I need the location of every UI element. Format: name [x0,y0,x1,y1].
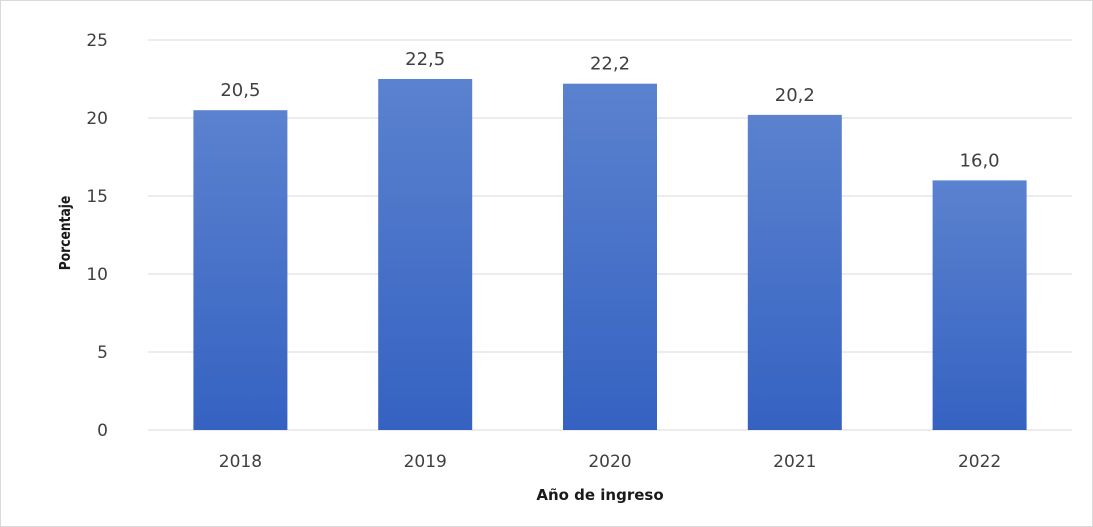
data-label-2019: 22,5 [405,49,445,70]
data-label-2021: 20,2 [775,85,815,106]
bar-2022 [932,180,1027,430]
data-label-2022: 16,0 [960,150,1000,171]
y-tick-label: 10 [86,265,108,285]
x-axis-title: Año de ingreso [536,486,663,504]
data-label-2018: 20,5 [220,80,260,101]
x-tick-label-2021: 2021 [773,452,816,472]
bar-2020 [563,83,657,431]
data-labels: 20,5 22,5 22,2 20,2 16,0 [220,49,999,171]
x-tick-label-2019: 2019 [404,452,447,472]
bar-2021 [747,114,842,430]
data-label-2020: 22,2 [590,54,630,75]
y-tick-label: 15 [86,187,108,207]
y-tick-label: 0 [97,421,108,441]
y-tick-label: 5 [97,343,108,363]
x-axis-ticks: 2018 2019 2020 2021 2022 [219,452,1001,472]
y-tick-label: 25 [86,31,108,51]
bar-2018 [193,110,288,430]
x-tick-label-2022: 2022 [958,452,1001,472]
x-tick-label-2020: 2020 [588,452,631,472]
y-axis-ticks: 0 5 10 15 20 25 [86,31,108,441]
y-tick-label: 20 [86,109,108,129]
bar-2019 [378,79,473,430]
x-tick-label-2018: 2018 [219,452,262,472]
y-axis-title: Porcentaje [57,196,74,271]
bars [193,79,1027,431]
